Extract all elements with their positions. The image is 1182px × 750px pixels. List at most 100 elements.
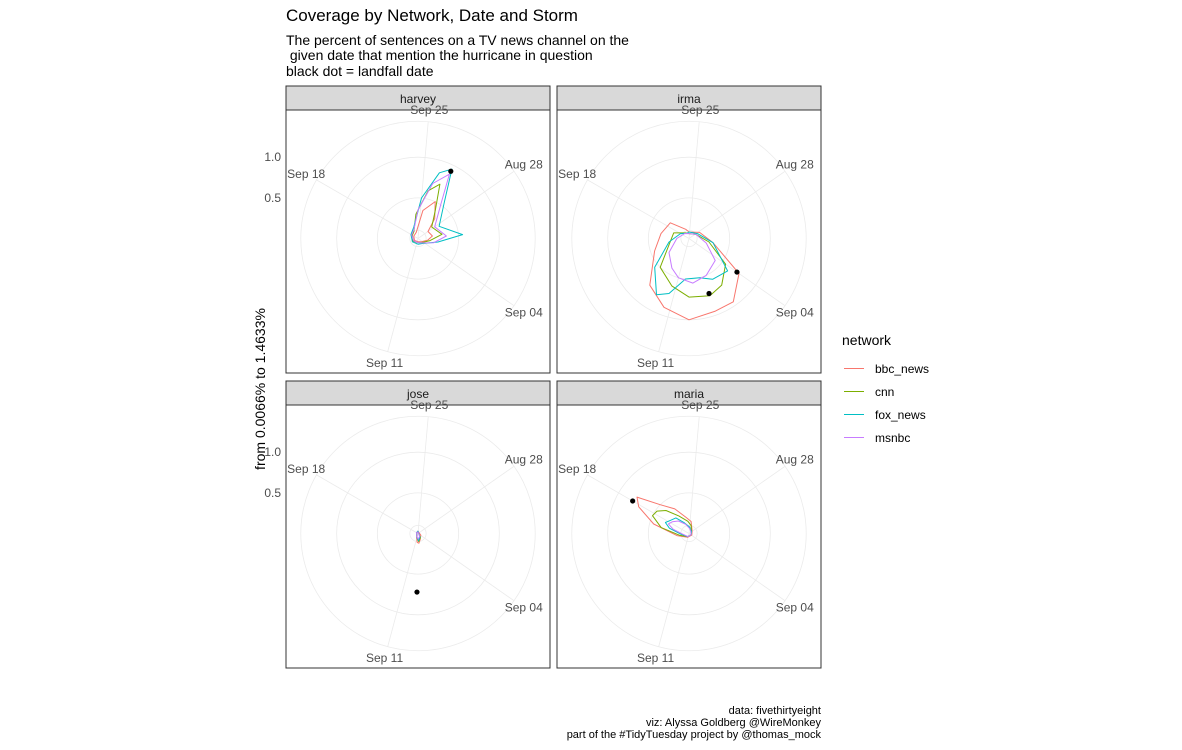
polar-grid-spoke <box>417 416 429 534</box>
polar-grid-ring <box>376 492 460 575</box>
polar-grid-spoke <box>688 465 786 534</box>
polar-grid-spoke <box>417 465 515 534</box>
landfall-dot <box>734 269 740 275</box>
landfall-dot <box>706 290 712 297</box>
angular-tick-label: Sep 11 <box>637 356 674 370</box>
angular-tick-label: Sep 04 <box>505 601 543 615</box>
facet-strip <box>556 85 822 111</box>
facet-strip <box>285 380 551 406</box>
legend-label: cnn <box>875 384 895 399</box>
radial-tick-label: 1.0 <box>264 150 281 164</box>
angular-tick-label: Sep 18 <box>558 167 596 181</box>
facet-strip-label: jose <box>406 387 429 401</box>
polar-grid-spoke <box>688 170 786 239</box>
polar-grid-ring <box>647 492 731 575</box>
angular-tick-label: Sep 04 <box>776 601 814 615</box>
polar-grid-ring <box>300 415 536 652</box>
angular-tick-label: Sep 18 <box>558 462 596 476</box>
polar-grid-spoke <box>417 533 515 602</box>
facet-panel-border <box>285 404 551 669</box>
legend-key <box>844 368 864 369</box>
angular-tick-label: Sep 11 <box>366 651 403 665</box>
angular-tick-label: Sep 04 <box>776 306 814 320</box>
angular-tick-label: Sep 11 <box>637 651 674 665</box>
polar-grid-spoke <box>688 416 700 534</box>
angular-tick-label: Aug 28 <box>505 157 543 171</box>
angular-tick-label: Sep 25 <box>410 103 448 117</box>
polar-grid-ring <box>336 156 500 321</box>
landfall-dot <box>414 589 420 595</box>
landfall-dot <box>630 498 636 504</box>
polar-grid-ring <box>409 524 427 543</box>
radial-tick-label: 0.5 <box>264 486 281 500</box>
polar-grid-spoke <box>387 533 419 647</box>
legend-item: cnn <box>842 380 929 403</box>
radial-tick-label: 1.0 <box>264 445 281 459</box>
polar-grid-ring <box>571 120 807 357</box>
landfall-dot <box>448 168 454 174</box>
angular-tick-label: Sep 25 <box>410 398 448 412</box>
series-line-msnbc <box>667 520 692 538</box>
caption-line: viz: Alyssa Goldberg @WireMonkey <box>645 717 821 729</box>
legend-label: fox_news <box>875 407 926 422</box>
series-line-fox_news <box>410 168 464 245</box>
polar-grid-spoke <box>658 238 690 352</box>
angular-tick-label: Sep 25 <box>681 103 719 117</box>
angular-tick-label: Sep 04 <box>505 306 543 320</box>
legend-label: msnbc <box>875 430 911 445</box>
chart-subtitle-line: The percent of sentences on a TV news ch… <box>286 32 629 48</box>
angular-tick-label: Sep 18 <box>287 462 325 476</box>
polar-grid-ring <box>376 197 460 280</box>
angular-tick-label: Sep 25 <box>681 398 719 412</box>
facet-strip-label: harvey <box>400 92 436 106</box>
polar-grid-spoke <box>417 121 429 239</box>
angular-tick-label: Aug 28 <box>505 452 543 466</box>
legend: network bbc_news cnn fox_news msnbc <box>842 332 929 449</box>
series-line-msnbc <box>411 173 450 244</box>
legend-key <box>844 414 864 415</box>
legend-title: network <box>842 332 892 348</box>
facet-panel-border <box>556 109 822 374</box>
polar-grid-spoke <box>688 121 700 239</box>
polar-grid-spoke <box>387 238 419 352</box>
facet-strip-label: maria <box>674 387 704 401</box>
angular-tick-label: Aug 28 <box>776 157 814 171</box>
polar-grid-spoke <box>417 170 515 239</box>
polar-grid-ring <box>336 451 500 616</box>
legend-label: bbc_news <box>875 361 930 376</box>
angular-tick-label: Aug 28 <box>776 452 814 466</box>
polar-grid-spoke <box>658 533 690 647</box>
polar-grid-ring <box>680 229 698 248</box>
polar-grid-ring <box>300 120 536 357</box>
series-line-bbc_news <box>413 201 436 243</box>
caption-line: data: fivethirtyeight <box>728 705 821 717</box>
series-line-msnbc <box>668 233 716 284</box>
legend-item: bbc_news <box>842 357 929 380</box>
polar-grid-ring <box>409 229 427 248</box>
legend-key <box>844 391 864 392</box>
legend-key <box>844 437 864 438</box>
angular-tick-label: Sep 18 <box>287 167 325 181</box>
series-line-bbc_news <box>649 222 740 321</box>
series-line-cnn <box>659 232 727 298</box>
legend-item: msnbc <box>842 426 929 449</box>
polar-grid-spoke <box>587 179 690 239</box>
facet-strip <box>556 380 822 406</box>
polar-grid-spoke <box>688 533 786 602</box>
polar-grid-spoke <box>417 238 515 307</box>
polar-grid-ring <box>607 451 771 616</box>
caption-line: part of the #TidyTuesday project by @tho… <box>566 729 821 741</box>
polar-grid-spoke <box>316 179 419 239</box>
series-line-msnbc <box>416 531 421 540</box>
series-line-fox_news <box>654 231 729 296</box>
polar-grid-spoke <box>316 474 419 534</box>
legend-item: fox_news <box>842 403 929 426</box>
radial-tick-label: 0.5 <box>264 191 281 205</box>
chart-subtitle-line: given date that mention the hurricane in… <box>286 47 593 63</box>
facet-strip <box>285 85 551 111</box>
